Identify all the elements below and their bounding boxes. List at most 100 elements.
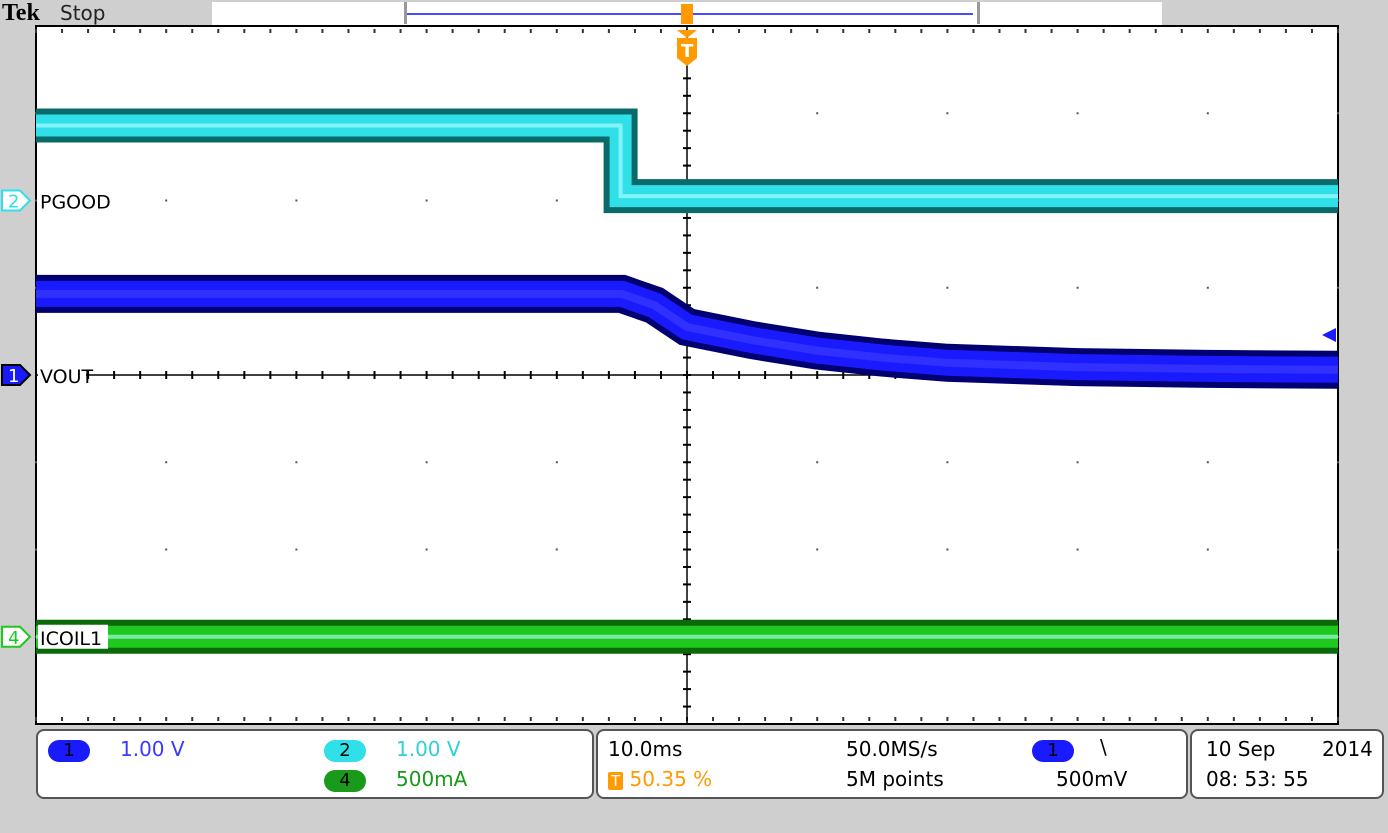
grid-dot [1076, 461, 1079, 464]
channel-2-marker: 2 PGOOD [1, 188, 111, 214]
bottom-tick [1232, 717, 1235, 721]
timebase[interactable]: 10.0ms [608, 737, 683, 761]
top-tick [61, 29, 64, 33]
grid-dot [816, 112, 819, 115]
grid-dot [555, 199, 558, 202]
axis-tick [683, 269, 691, 272]
axis-tick [1337, 371, 1339, 379]
bottom-tick [712, 717, 715, 721]
bottom-tick [1180, 717, 1183, 721]
top-tick [399, 29, 402, 33]
top-tick [477, 29, 480, 33]
axis-tick [683, 112, 691, 115]
bottom-tick [946, 717, 949, 721]
top-tick [113, 29, 116, 33]
top-tick [659, 29, 662, 33]
axis-tick [477, 371, 480, 379]
bottom-tick [1337, 717, 1339, 721]
ground-marker-icon[interactable] [1, 625, 32, 648]
axis-tick [87, 371, 90, 379]
axis-tick [243, 371, 246, 379]
top-tick [1154, 29, 1157, 33]
axis-tick [399, 371, 402, 379]
axis-tick [764, 371, 767, 379]
datetime-panel: 10 Sep 2014 08: 53: 55 [1190, 729, 1384, 799]
axis-tick [683, 216, 691, 219]
top-tick [1024, 29, 1027, 33]
ch4-scale[interactable]: 500mA [396, 767, 468, 791]
ground-marker-icon[interactable] [1, 189, 32, 212]
axis-tick [321, 371, 324, 379]
axis-tick [529, 371, 532, 379]
top-tick [269, 29, 272, 33]
bottom-tick [477, 717, 480, 721]
grid-dot [165, 461, 168, 464]
axis-tick [425, 371, 428, 379]
bottom-tick [659, 717, 662, 721]
record-length[interactable]: 5M points [846, 767, 944, 791]
ch2-scale[interactable]: 1.00 V [396, 737, 461, 761]
axis-tick [842, 371, 845, 379]
bottom-tick [87, 717, 90, 721]
axis-tick [451, 371, 454, 379]
channel-number: 4 [8, 628, 19, 649]
bottom-tick [347, 717, 350, 721]
grid-dot [816, 461, 819, 464]
ch1-badge[interactable]: 1 [48, 740, 90, 762]
bottom-tick [269, 717, 272, 721]
trigger-slope-icon[interactable]: \ [1100, 735, 1107, 759]
axis-tick [683, 374, 691, 376]
axis-tick [683, 513, 691, 516]
ground-marker-icon[interactable] [1, 364, 32, 386]
trigger-level[interactable]: 500mV [1056, 767, 1128, 791]
bottom-tick [425, 717, 428, 721]
grid-dot [946, 286, 949, 289]
bottom-tick [451, 717, 454, 721]
grid-dot [1076, 112, 1079, 115]
channel-label: VOUT [40, 366, 94, 388]
axis-tick [217, 371, 220, 379]
grid-dot [1206, 461, 1209, 464]
axis-tick [683, 461, 691, 464]
axis-tick [683, 77, 691, 80]
axis-tick [683, 600, 691, 603]
top-tick [868, 29, 871, 33]
axis-tick [683, 234, 691, 237]
grid-dot [425, 461, 428, 464]
ch4-badge[interactable]: 4 [324, 770, 366, 792]
grid-dot [425, 548, 428, 551]
bottom-tick [1102, 717, 1105, 721]
axis-tick [683, 408, 691, 411]
bottom-tick [217, 717, 220, 721]
axis-tick [347, 371, 350, 379]
ch2-badge[interactable]: 2 [324, 740, 366, 762]
axis-tick [683, 426, 691, 429]
trigger-source-badge[interactable]: 1 [1032, 740, 1074, 762]
top-tick [946, 29, 949, 33]
axis-tick [683, 25, 691, 27]
bottom-tick [1050, 717, 1053, 721]
axis-tick [683, 443, 691, 446]
ch1-scale[interactable]: 1.00 V [120, 737, 185, 761]
top-tick [243, 29, 246, 33]
bottom-tick [35, 717, 37, 721]
grid-dot [1337, 286, 1339, 289]
channel-1-marker: 1 VOUT [1, 363, 94, 388]
axis-tick [633, 371, 636, 379]
top-tick [503, 29, 506, 33]
bottom-tick [998, 717, 1001, 721]
top-tick [217, 29, 220, 33]
record-trigger-marker-icon [681, 4, 693, 24]
axis-tick [683, 548, 691, 551]
axis-tick [683, 129, 691, 132]
trigger-position[interactable]: 50.35 % [629, 767, 713, 791]
top-tick [1128, 29, 1131, 33]
grid-dot [295, 461, 298, 464]
top-tick [894, 29, 897, 33]
bottom-tick [1310, 717, 1313, 721]
top-tick [139, 29, 142, 33]
top-tick [842, 29, 845, 33]
grid-dot [1337, 461, 1339, 464]
grid-dot [1206, 112, 1209, 115]
grid-dot [1076, 548, 1079, 551]
